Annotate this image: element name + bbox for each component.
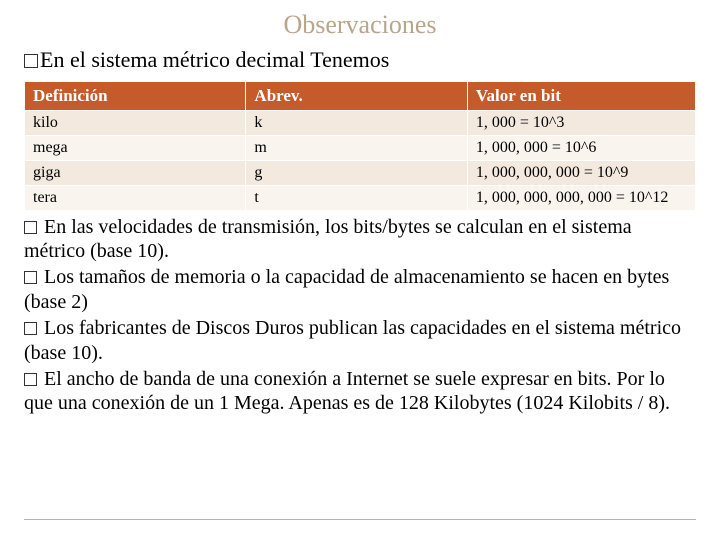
cell: m: [246, 135, 467, 160]
cell: 1, 000, 000, 000 = 10^9: [467, 160, 695, 185]
bullet-list: En las velocidades de transmisión, los b…: [24, 215, 696, 416]
cell: k: [246, 110, 467, 135]
footer-divider: [24, 519, 696, 520]
bullet-text: Los fabricantes de Discos Duros publican…: [24, 317, 681, 363]
cell: 1, 000, 000, 000, 000 = 10^12: [467, 185, 695, 210]
table-header-row: Definición Abrev. Valor en bit: [25, 81, 696, 110]
bullet-text: Los tamaños de memoria o la capacidad de…: [24, 266, 669, 312]
cell: g: [246, 160, 467, 185]
col-value: Valor en bit: [467, 81, 695, 110]
bullet-box-icon: [24, 373, 37, 386]
cell: giga: [25, 160, 246, 185]
bullet-text: En las velocidades de transmisión, los b…: [24, 216, 632, 262]
bullet-box-icon: [24, 221, 37, 234]
heading-text: En el sistema métrico decimal Tenemos: [40, 47, 389, 72]
page-heading: En el sistema métrico decimal Tenemos: [24, 46, 696, 75]
list-item: En las velocidades de transmisión, los b…: [24, 215, 696, 264]
cell: tera: [25, 185, 246, 210]
table-row: tera t 1, 000, 000, 000, 000 = 10^12: [25, 185, 696, 210]
col-abbrev: Abrev.: [246, 81, 467, 110]
cell: 1, 000, 000 = 10^6: [467, 135, 695, 160]
bullet-box-icon: [24, 271, 37, 284]
table-row: kilo k 1, 000 = 10^3: [25, 110, 696, 135]
cell: 1, 000 = 10^3: [467, 110, 695, 135]
cell: kilo: [25, 110, 246, 135]
list-item: Los tamaños de memoria o la capacidad de…: [24, 265, 696, 314]
bullet-box-icon: [24, 322, 37, 335]
table-row: mega m 1, 000, 000 = 10^6: [25, 135, 696, 160]
list-item: El ancho de banda de una conexión a Inte…: [24, 367, 696, 416]
col-definition: Definición: [25, 81, 246, 110]
metric-table: Definición Abrev. Valor en bit kilo k 1,…: [24, 81, 696, 211]
slide-page: Observaciones En el sistema métrico deci…: [0, 0, 720, 540]
page-title: Observaciones: [24, 10, 696, 40]
list-item: Los fabricantes de Discos Duros publican…: [24, 316, 696, 365]
cell: mega: [25, 135, 246, 160]
table-row: giga g 1, 000, 000, 000 = 10^9: [25, 160, 696, 185]
cell: t: [246, 185, 467, 210]
bullet-text: El ancho de banda de una conexión a Inte…: [24, 368, 670, 414]
bullet-box-icon: [24, 54, 38, 68]
